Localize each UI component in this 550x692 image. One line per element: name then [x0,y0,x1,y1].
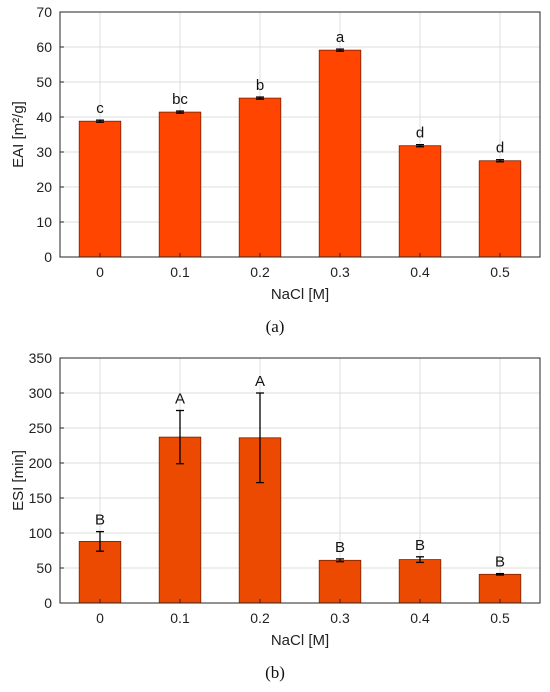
bar [78,120,122,258]
x-tick-label: 0.2 [250,610,270,626]
x-tick-label: 0.1 [170,610,190,626]
plot-frame [59,357,541,604]
bar [478,160,522,258]
error-bar [416,556,424,564]
significance-label: bc [172,91,188,108]
chart-eai: 0 10 20 30 40 50 60 70 c 0 bc 0.1 b 0.2 a 0.3 d 0.4 d 0.5 Na… [10,4,541,336]
y-tick-label: 60 [36,39,52,55]
y-tick-label: 250 [29,420,53,436]
y-tick-label: 0 [44,249,52,265]
y-tick-label: 100 [29,525,53,541]
x-tick-label: 0.5 [490,264,510,280]
x-tick-label: 0 [96,264,104,280]
significance-label: a [336,29,345,46]
error-bar [256,96,264,100]
significance-label: B [95,512,105,529]
bar [238,97,282,258]
error-bar [96,119,104,123]
error-bar [336,48,344,52]
x-tick-label: 0.3 [330,610,350,626]
y-tick-label: 40 [36,109,52,125]
bar [398,559,442,604]
bar [158,111,202,258]
y-tick-label: 0 [44,595,52,611]
bar [318,559,362,604]
y-tick-label: 300 [29,385,53,401]
bar [398,145,442,258]
x-tick-label: 0 [96,610,104,626]
y-tick-label: 70 [36,4,52,20]
error-bar [336,558,344,563]
chart-esi: 0 50 100 150 200 250 300 350 B 0 A 0.1 A 0.2 B 0.3 B 0.4 B… [10,350,541,682]
significance-label: d [496,140,504,157]
significance-label: b [256,77,264,94]
significance-label: B [415,537,425,554]
x-tick-label: 0.5 [490,610,510,626]
x-axis-label: NaCl [M] [271,286,329,303]
x-tick-label: 0.2 [250,264,270,280]
bar [318,49,362,258]
significance-label: A [175,391,185,408]
y-axis-label: EAI [m²/g] [10,101,27,168]
y-tick-label: 10 [36,214,52,230]
plot-frame [59,11,541,258]
x-tick-label: 0.4 [410,264,430,280]
y-tick-label: 50 [36,74,52,90]
x-axis-label: NaCl [M] [271,632,329,649]
y-axis-label: ESI [min] [10,450,27,511]
y-tick-label: 350 [29,350,53,366]
y-tick-label: 150 [29,490,53,506]
y-tick-label: 30 [36,144,52,160]
error-bar [416,143,424,148]
error-bar [96,530,104,552]
x-tick-label: 0.1 [170,264,190,280]
significance-label: B [335,539,345,556]
error-bar [256,392,264,484]
y-tick-label: 20 [36,179,52,195]
x-tick-label: 0.3 [330,264,350,280]
error-bar [176,409,184,465]
significance-label: B [495,554,505,571]
significance-label: A [255,373,265,390]
x-tick-label: 0.4 [410,610,430,626]
panel-label: (b) [265,663,285,682]
bar [478,573,522,604]
significance-label: c [96,100,104,117]
y-tick-label: 200 [29,455,53,471]
error-bar [176,110,184,114]
panel-label: (a) [266,317,285,336]
significance-label: d [416,125,424,142]
y-tick-label: 50 [36,560,52,576]
bar [158,436,202,604]
error-bar [496,159,504,163]
error-bar [496,572,504,576]
